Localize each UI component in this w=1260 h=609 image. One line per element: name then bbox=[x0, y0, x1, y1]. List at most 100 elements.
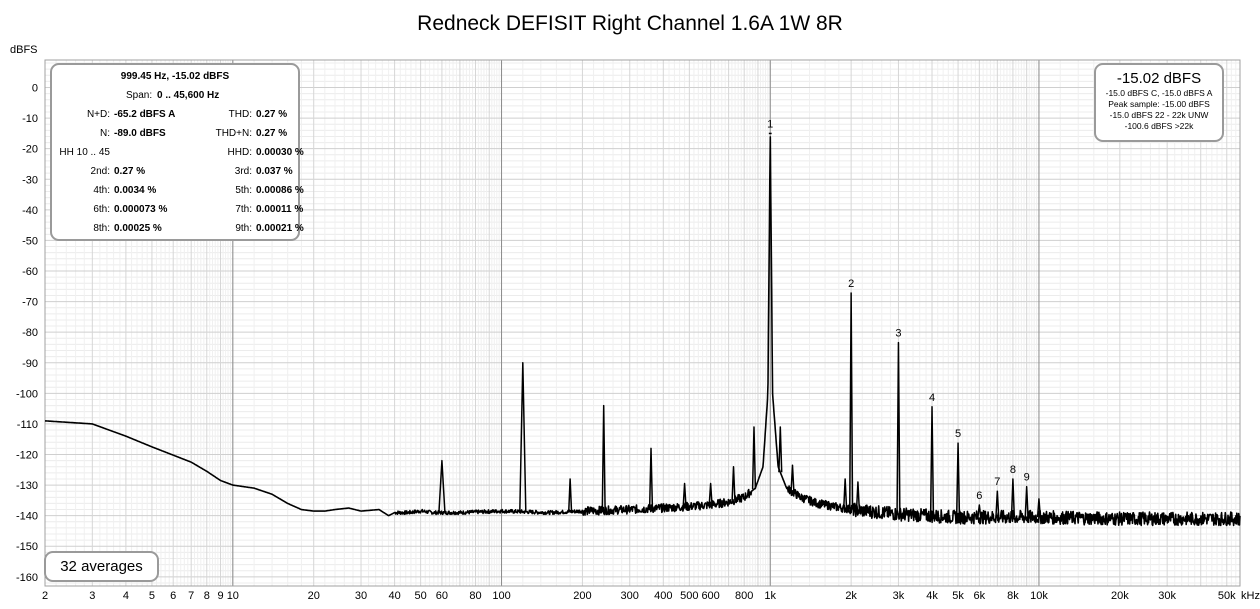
x-tick-label: 20k bbox=[1111, 590, 1129, 602]
y-tick-label: -100 bbox=[16, 388, 38, 400]
measurement-r-value: 0.037 % bbox=[256, 166, 293, 177]
measurement-r-label: THD+N: bbox=[215, 128, 252, 139]
measurement-row: 2nd: 0.27 % 3rd: 0.037 % bbox=[52, 162, 298, 181]
measurement-l-label: N+D: bbox=[86, 109, 110, 120]
y-tick-label: -150 bbox=[16, 541, 38, 553]
measurement-l-label: 4th: bbox=[93, 185, 110, 196]
y-tick-label: -40 bbox=[22, 205, 38, 217]
x-tick-label: 3 bbox=[89, 590, 95, 602]
averages-badge: 32 averages bbox=[44, 551, 159, 582]
harmonic-label: 3 bbox=[895, 328, 901, 340]
spectrum-peak bbox=[778, 426, 783, 473]
plot-frame bbox=[44, 59, 1241, 587]
measurement-r-label: 9th: bbox=[235, 223, 252, 234]
measurement-r-value: 0.00030 % bbox=[256, 147, 304, 158]
y-tick-label: -120 bbox=[16, 450, 38, 462]
x-tick-label: 400 bbox=[654, 590, 672, 602]
measurement-panel: 999.45 Hz, -15.02 dBFS Span: 0 .. 45,600… bbox=[50, 63, 304, 241]
measurement-r-label: THD: bbox=[228, 109, 252, 120]
measurement-r-label: 7th: bbox=[235, 204, 252, 215]
y-axis-label: dBFS bbox=[10, 44, 38, 56]
y-tick-label: -130 bbox=[16, 480, 38, 492]
measurement-r-value: 0.00086 % bbox=[256, 185, 304, 196]
spectrum-peak bbox=[1010, 478, 1016, 518]
measurement-r-value: 0.27 % bbox=[256, 128, 288, 139]
measurement-l-label: N: bbox=[100, 128, 110, 139]
measurement-l-label: 2nd: bbox=[90, 166, 110, 177]
x-tick-label: 6k bbox=[974, 590, 986, 602]
x-tick-label: 200 bbox=[573, 590, 591, 602]
measurement-row: N: -89.0 dBFS THD+N: 0.27 % bbox=[52, 124, 298, 143]
y-tick-label: -140 bbox=[16, 511, 38, 523]
measurement-r-label: 5th: bbox=[235, 185, 252, 196]
measurement-l-value: 0.27 % bbox=[114, 166, 146, 177]
span-value: 0 .. 45,600 Hz bbox=[157, 90, 220, 101]
y-tick-label: 0 bbox=[32, 83, 38, 95]
spectrum-peak bbox=[682, 482, 687, 507]
y-axis-ticks: 0 -10 -20 -30 -40 -50 -60 -70 -80 -90 -100 -110 -120… bbox=[16, 83, 38, 584]
y-tick-label: -80 bbox=[22, 327, 38, 339]
x-tick-label: 20 bbox=[308, 590, 320, 602]
spectrum-peak bbox=[1036, 498, 1042, 518]
y-tick-label: -90 bbox=[22, 358, 38, 370]
x-tick-label: 50k bbox=[1218, 590, 1236, 602]
measurement-l-value: 0.000073 % bbox=[114, 204, 168, 215]
x-tick-label: 3k bbox=[893, 590, 905, 602]
measurement-l-value: -89.0 dBFS bbox=[114, 128, 166, 139]
level-line-4: -100.6 dBFS >22k bbox=[1124, 121, 1194, 131]
harmonic-label: 2 bbox=[848, 278, 854, 290]
x-tick-label: 5k bbox=[952, 590, 964, 602]
measurement-r-value: 0.27 % bbox=[256, 109, 288, 120]
spectrum-peak bbox=[708, 482, 713, 506]
y-tick-label: -70 bbox=[22, 297, 38, 309]
measurement-l-value: 0.00025 % bbox=[114, 223, 162, 234]
x-tick-label: 4 bbox=[123, 590, 129, 602]
level-main: -15.02 dBFS bbox=[1116, 70, 1202, 87]
x-tick-label: 2 bbox=[42, 590, 48, 602]
spectrum-peak bbox=[929, 406, 935, 516]
measurement-r-value: 0.00021 % bbox=[256, 223, 304, 234]
spectrum-peaks bbox=[438, 132, 1042, 518]
x-tick-label: 10 bbox=[227, 590, 239, 602]
harmonic-label: 6 bbox=[976, 490, 982, 502]
y-tick-label: -50 bbox=[22, 235, 38, 247]
spectrum-peak bbox=[995, 490, 1000, 518]
x-tick-label: 7 bbox=[188, 590, 194, 602]
spectrum-peak bbox=[751, 426, 757, 490]
x-tick-label: 2k bbox=[845, 590, 857, 602]
spectrum-peak bbox=[977, 504, 982, 518]
y-tick-label: -110 bbox=[17, 419, 38, 431]
span-label: Span: bbox=[126, 90, 153, 101]
level-line-3: -15.0 dBFS 22 - 22k UNW bbox=[1109, 110, 1209, 120]
x-tick-label: 6 bbox=[170, 590, 176, 602]
harmonic-label: 1 bbox=[767, 118, 773, 130]
x-tick-label: 40 bbox=[388, 590, 400, 602]
x-tick-label: 100 bbox=[492, 590, 510, 602]
spectrum-peak bbox=[601, 404, 606, 511]
harmonic-label: 9 bbox=[1024, 472, 1030, 484]
major-grid bbox=[45, 60, 1240, 586]
measurement-l-value: 0.0034 % bbox=[114, 185, 157, 196]
spectrum-peak bbox=[842, 478, 848, 509]
x-axis-unit: kHz bbox=[1241, 590, 1260, 602]
spectrum-peak bbox=[896, 341, 901, 515]
x-tick-label: 5 bbox=[149, 590, 155, 602]
x-tick-label: 800 bbox=[735, 590, 753, 602]
spectrum-peak bbox=[855, 481, 861, 511]
level-line-2: Peak sample: -15.00 dBFS bbox=[1108, 99, 1210, 109]
measurement-r-label: 3rd: bbox=[234, 166, 252, 177]
x-axis-ticks: 2 3 4 5 6 7 8 9 10 20 30 40 50 60 80 100 200 300 400 500 600… bbox=[42, 590, 1236, 602]
spectrum-peak bbox=[438, 459, 446, 513]
x-tick-label: 8 bbox=[204, 590, 210, 602]
measurement-row: HH 10 .. 45 HHD: 0.00030 % bbox=[52, 143, 303, 162]
x-tick-label: 4k bbox=[926, 590, 938, 602]
y-tick-label: -10 bbox=[22, 113, 38, 125]
measurement-header: 999.45 Hz, -15.02 dBFS bbox=[120, 71, 230, 82]
spectrum-peak bbox=[790, 464, 795, 492]
spectrum-peak bbox=[648, 447, 654, 509]
x-tick-label: 500 bbox=[680, 590, 698, 602]
x-tick-label: 300 bbox=[621, 590, 639, 602]
x-tick-label: 8k bbox=[1007, 590, 1019, 602]
